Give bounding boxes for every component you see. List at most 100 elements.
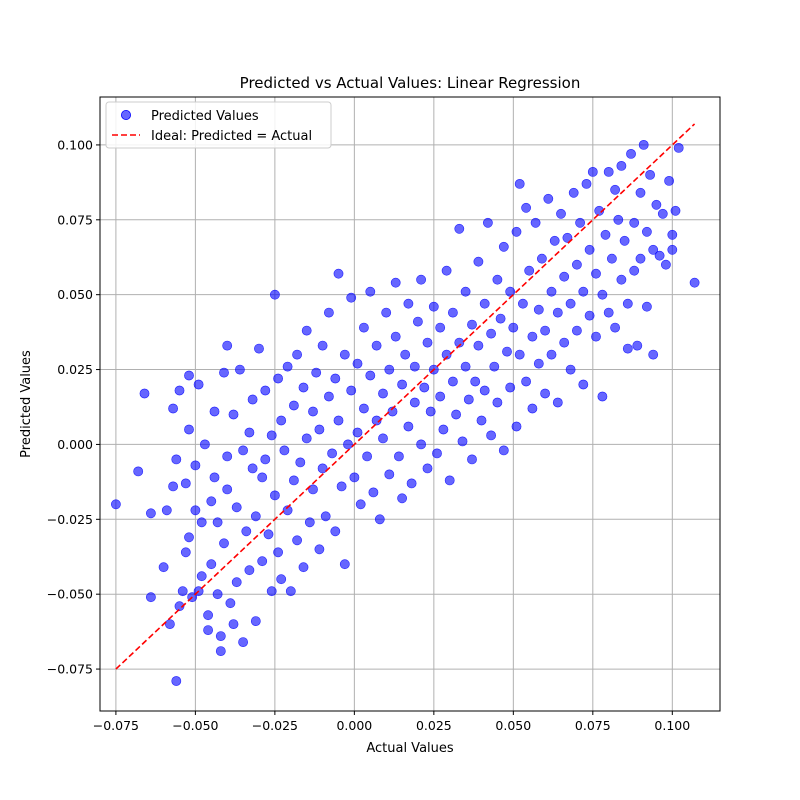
scatter-point bbox=[622, 343, 633, 354]
scatter-point bbox=[228, 409, 239, 420]
scatter-point bbox=[673, 142, 684, 153]
x-tick-label: −0.050 bbox=[172, 718, 218, 733]
scatter-point bbox=[502, 346, 512, 357]
legend-marker-predicted bbox=[121, 110, 132, 121]
scatter-point bbox=[390, 331, 401, 342]
scatter-point bbox=[584, 244, 595, 255]
scatter-point bbox=[327, 448, 337, 459]
scatter-point bbox=[352, 427, 363, 438]
scatter-point bbox=[613, 214, 624, 225]
scatter-point bbox=[295, 457, 306, 468]
scatter-point bbox=[231, 577, 242, 588]
scatter-point bbox=[447, 307, 458, 318]
scatter-point bbox=[607, 253, 617, 264]
scatter-point bbox=[368, 487, 379, 498]
scatter-point bbox=[572, 325, 582, 336]
scatter-point bbox=[304, 517, 315, 528]
scatter-point bbox=[498, 241, 509, 252]
scatter-point bbox=[476, 415, 487, 426]
legend-box bbox=[105, 101, 332, 149]
scatter-point bbox=[355, 499, 366, 510]
scatter-point bbox=[308, 484, 318, 495]
scatter-point bbox=[384, 364, 395, 375]
scatter-point bbox=[336, 481, 347, 492]
scatter-point bbox=[562, 232, 573, 243]
scatter-point bbox=[533, 358, 544, 369]
scatter-point bbox=[266, 430, 277, 441]
scatter-point bbox=[447, 376, 458, 387]
scatter-point bbox=[238, 637, 248, 647]
scatter-point bbox=[422, 337, 433, 348]
scatter-point bbox=[339, 349, 350, 360]
scatter-point bbox=[492, 274, 503, 285]
y-tick-label: −0.050 bbox=[47, 587, 93, 602]
scatter-point bbox=[177, 586, 188, 597]
scatter-point bbox=[292, 535, 302, 546]
scatter-point bbox=[486, 430, 496, 441]
scatter-point bbox=[540, 325, 550, 336]
scatter-point bbox=[308, 406, 318, 417]
scatter-point bbox=[168, 403, 178, 414]
scatter-point bbox=[184, 370, 194, 381]
scatter-point bbox=[444, 475, 455, 486]
scatter-point bbox=[390, 277, 401, 288]
x-tick-label: 0.025 bbox=[416, 718, 452, 733]
x-tick-label: 0.050 bbox=[495, 718, 531, 733]
scatter-point bbox=[486, 328, 496, 339]
scatter-point bbox=[209, 406, 220, 417]
scatter-point bbox=[333, 415, 344, 426]
scatter-point bbox=[549, 235, 560, 246]
scatter-point bbox=[635, 253, 646, 264]
scatter-point bbox=[279, 445, 290, 456]
scatter-point bbox=[288, 400, 299, 411]
scatter-point bbox=[533, 304, 544, 315]
scatter-point bbox=[371, 415, 382, 426]
scatter-point bbox=[273, 373, 283, 384]
scatter-point bbox=[403, 421, 414, 432]
scatter-point bbox=[184, 424, 194, 435]
scatter-point bbox=[565, 364, 576, 375]
scatter-point bbox=[552, 307, 563, 318]
y-tick-label: −0.075 bbox=[47, 662, 93, 677]
scatter-point bbox=[263, 529, 274, 540]
scatter-point bbox=[374, 514, 385, 525]
scatter-point bbox=[254, 343, 264, 354]
scatter-point bbox=[260, 454, 271, 465]
scatter-point bbox=[428, 301, 439, 312]
scatter-point bbox=[412, 316, 423, 327]
scatter-point bbox=[174, 601, 185, 612]
scatter-point bbox=[527, 403, 538, 414]
scatter-point bbox=[508, 322, 519, 333]
scatter-point bbox=[603, 307, 614, 318]
scatter-point bbox=[397, 379, 407, 390]
scatter-point bbox=[559, 337, 570, 348]
scatter-point bbox=[244, 427, 255, 438]
scatter-point bbox=[222, 484, 233, 495]
scatter-point bbox=[638, 139, 649, 150]
scatter-point bbox=[632, 340, 643, 351]
scatter-point bbox=[661, 259, 671, 270]
scatter-point bbox=[234, 364, 245, 375]
scatter-point bbox=[196, 571, 207, 582]
scatter-point bbox=[505, 286, 516, 297]
scatter-point bbox=[489, 361, 500, 372]
scatter-point bbox=[635, 187, 646, 198]
scatter-point bbox=[266, 586, 277, 597]
scatter-point bbox=[578, 286, 589, 297]
x-axis-label: Actual Values bbox=[366, 741, 454, 756]
scatter-point bbox=[323, 391, 334, 402]
scatter-point bbox=[212, 589, 223, 600]
legend-label-predicted: Predicted Values bbox=[151, 109, 259, 124]
scatter-point bbox=[648, 244, 659, 255]
x-tick-label: 0.100 bbox=[654, 718, 690, 733]
scatter-point bbox=[457, 436, 468, 447]
scatter-point bbox=[225, 598, 236, 609]
ideal-line-layer bbox=[115, 123, 696, 670]
scatter-point bbox=[597, 289, 608, 300]
scatter-point bbox=[540, 388, 550, 399]
x-tick-label: −0.025 bbox=[252, 718, 298, 733]
scatter-point bbox=[546, 286, 557, 297]
scatter-point bbox=[317, 340, 328, 351]
scatter-point bbox=[247, 394, 258, 405]
